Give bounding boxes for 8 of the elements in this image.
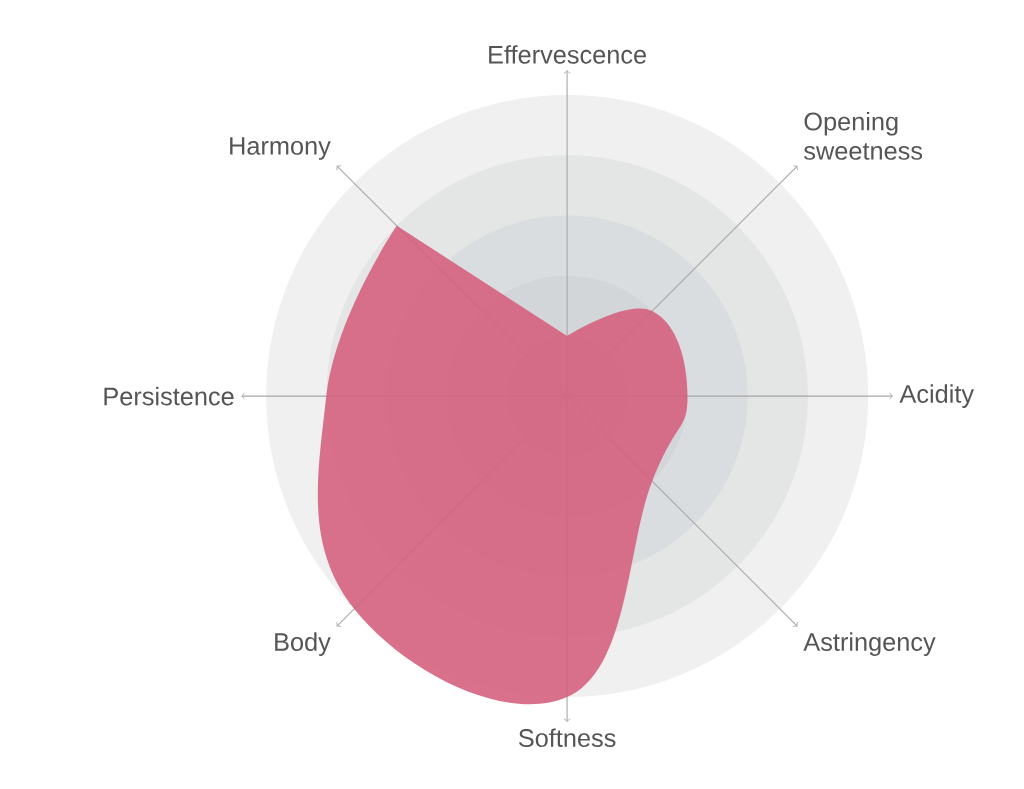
spoke-label: Acidity [899, 384, 974, 408]
spoke-label: Astringency [803, 632, 936, 656]
spoke-label: Opening sweetness [804, 111, 923, 160]
spoke-label: Persistence [104, 386, 234, 406]
spoke-label: Softness [518, 728, 616, 747]
spoke-label: Effervescence [489, 45, 646, 64]
spoke-label: Body [275, 632, 331, 656]
spoke-label: Harmony [230, 137, 331, 160]
